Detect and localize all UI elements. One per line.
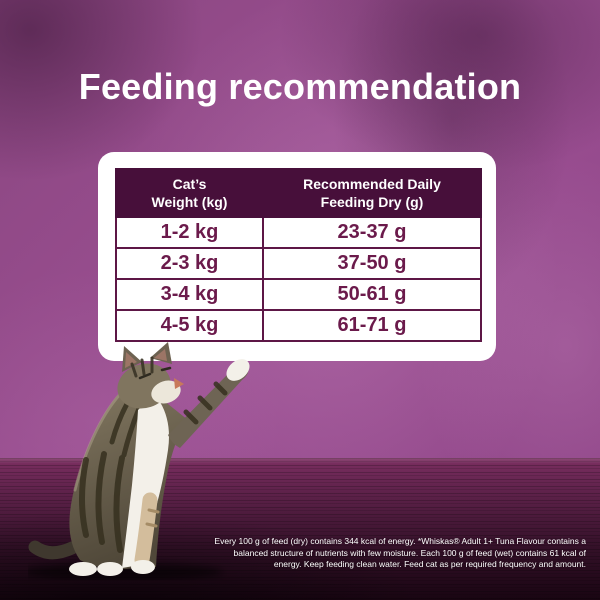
table-header-row: Cat’s Weight (kg) Recommended Daily Feed… bbox=[115, 168, 482, 218]
feeding-table: Cat’s Weight (kg) Recommended Daily Feed… bbox=[115, 168, 482, 342]
footnote: Every 100 g of feed (dry) contains 344 k… bbox=[156, 536, 586, 571]
column-header-feeding: Recommended Daily Feeding Dry (g) bbox=[262, 168, 482, 218]
table-row: 3-4 kg 50-61 g bbox=[115, 278, 482, 311]
table-row: 2-3 kg 37-50 g bbox=[115, 247, 482, 280]
column-header-weight-line1: Cat’s bbox=[172, 175, 207, 192]
feed-cell: 61-71 g bbox=[262, 309, 482, 342]
column-header-weight: Cat’s Weight (kg) bbox=[115, 168, 264, 218]
table-row: 1-2 kg 23-37 g bbox=[115, 216, 482, 249]
page-title: Feeding recommendation bbox=[78, 66, 522, 107]
feeding-table-card: Cat’s Weight (kg) Recommended Daily Feed… bbox=[98, 152, 496, 361]
column-header-feeding-line1: Recommended Daily bbox=[303, 175, 441, 192]
column-header-weight-line2: Weight (kg) bbox=[151, 194, 228, 210]
footnote-line1: Every 100 g of feed (dry) contains 344 k… bbox=[214, 536, 586, 546]
footnote-line3: energy. Keep feeding clean water. Feed c… bbox=[273, 559, 586, 569]
cat-image bbox=[28, 342, 250, 580]
weight-cell: 4-5 kg bbox=[115, 309, 264, 342]
table-row: 4-5 kg 61-71 g bbox=[115, 309, 482, 342]
feed-cell: 50-61 g bbox=[262, 278, 482, 311]
column-header-feeding-line2: Feeding Dry (g) bbox=[320, 194, 424, 210]
weight-cell: 1-2 kg bbox=[115, 216, 264, 249]
footnote-line2: balanced structure of nutrients with few… bbox=[233, 547, 586, 558]
feed-cell: 37-50 g bbox=[262, 247, 482, 280]
weight-cell: 2-3 kg bbox=[115, 247, 264, 280]
weight-cell: 3-4 kg bbox=[115, 278, 264, 311]
feed-cell: 23-37 g bbox=[262, 216, 482, 249]
